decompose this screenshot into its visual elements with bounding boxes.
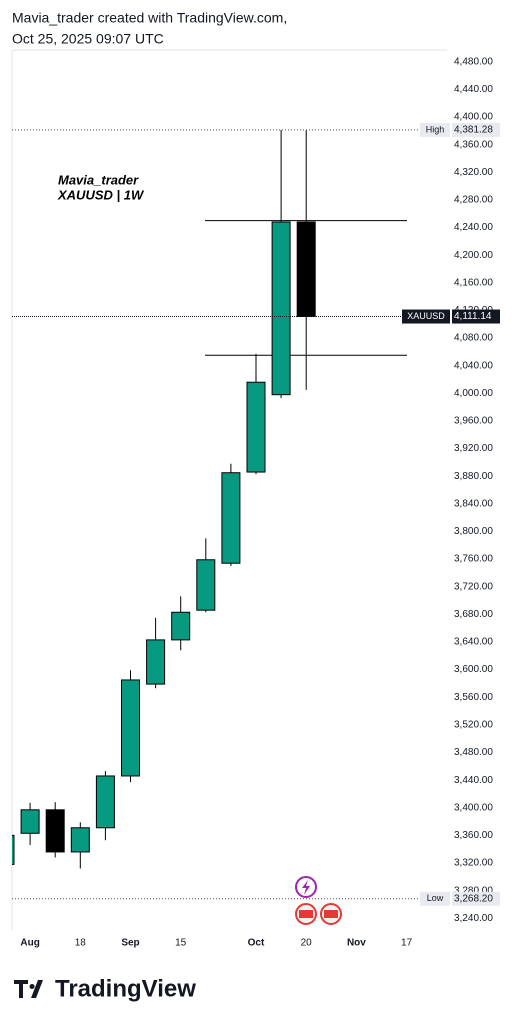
annotation: XAUUSD | 1W <box>57 187 145 202</box>
candle-body <box>70 827 90 853</box>
y-tick-label: 4,000.00 <box>454 388 493 399</box>
y-tick-label: 3,720.00 <box>454 581 493 592</box>
y-tick-label: 3,440.00 <box>454 775 493 786</box>
x-tick-label: Oct <box>248 938 265 949</box>
last-value: 4,111.14 <box>454 311 492 322</box>
candle-body <box>12 834 15 865</box>
y-tick-label: 3,280.00 <box>454 885 493 896</box>
y-tick-label: 4,400.00 <box>454 112 493 123</box>
y-tick-label: 3,400.00 <box>454 802 493 813</box>
candle-body <box>296 221 316 318</box>
high-label-box <box>420 122 450 137</box>
high-label: High <box>426 124 445 134</box>
candle-body <box>246 381 266 473</box>
header-line: Mavia_trader created with TradingView.co… <box>12 10 287 26</box>
y-tick-label: 4,160.00 <box>454 277 493 288</box>
y-tick-label: 3,840.00 <box>454 498 493 509</box>
candle-body <box>271 221 291 396</box>
y-tick-label: 3,360.00 <box>454 830 493 841</box>
y-tick-label: 3,760.00 <box>454 554 493 565</box>
y-tick-label: 3,560.00 <box>454 692 493 703</box>
x-tick-label: 15 <box>175 938 187 949</box>
event-icons <box>295 876 342 925</box>
last-label-box <box>402 309 450 324</box>
annotation: Mavia_trader <box>58 172 139 187</box>
y-tick-label: 4,040.00 <box>454 360 493 371</box>
low-value-box <box>452 891 500 906</box>
y-tick-label: 4,480.00 <box>454 56 493 67</box>
y-tick-label: 3,600.00 <box>454 664 493 675</box>
low-value: 3,268.20 <box>454 893 493 904</box>
logo-text: TradingView <box>55 975 196 1002</box>
last-value-box <box>452 309 500 324</box>
y-tick-label: 4,360.00 <box>454 139 493 150</box>
x-tick-label: 17 <box>401 938 413 949</box>
y-tick-label: 4,080.00 <box>454 333 493 344</box>
plot <box>12 129 447 900</box>
x-tick-label: Sep <box>121 938 139 949</box>
high-value-box <box>452 122 500 137</box>
low-label: Low <box>427 893 444 903</box>
y-tick-label: 3,960.00 <box>454 416 493 427</box>
y-tick-label: 3,880.00 <box>454 471 493 482</box>
candle-body <box>45 809 65 853</box>
y-tick-label: 3,800.00 <box>454 526 493 537</box>
candle-body <box>146 639 166 685</box>
candle-body <box>95 775 115 829</box>
x-tick-label: 18 <box>75 938 87 949</box>
y-tick-label: 3,480.00 <box>454 747 493 758</box>
candle-body <box>121 679 140 777</box>
y-tick-label: 4,240.00 <box>454 222 493 233</box>
header-line: Oct 25, 2025 09:07 UTC <box>12 31 164 47</box>
candle-body <box>221 472 241 564</box>
logo: TradingView <box>14 975 196 1002</box>
y-tick-label: 3,520.00 <box>454 719 493 730</box>
high-value: 4,381.28 <box>454 125 493 136</box>
x-tick-label: Nov <box>347 938 366 949</box>
last-label: XAUUSD <box>407 311 445 321</box>
y-tick-label: 4,200.00 <box>454 250 493 261</box>
y-tick-label: 3,320.00 <box>454 858 493 869</box>
y-tick-label: 3,240.00 <box>454 913 493 924</box>
low-label-box <box>420 891 450 906</box>
y-tick-label: 4,440.00 <box>454 84 493 95</box>
candle-body <box>196 559 216 611</box>
candle-body <box>20 809 40 834</box>
y-tick-label: 4,320.00 <box>454 167 493 178</box>
y-tick-label: 3,920.00 <box>454 443 493 454</box>
candle-body <box>171 611 191 641</box>
x-tick-label: Aug <box>20 938 39 949</box>
y-tick-label: 4,280.00 <box>454 195 493 206</box>
x-tick-label: 20 <box>301 938 313 949</box>
y-tick-label: 3,680.00 <box>454 609 493 620</box>
y-tick-label: 3,640.00 <box>454 637 493 648</box>
